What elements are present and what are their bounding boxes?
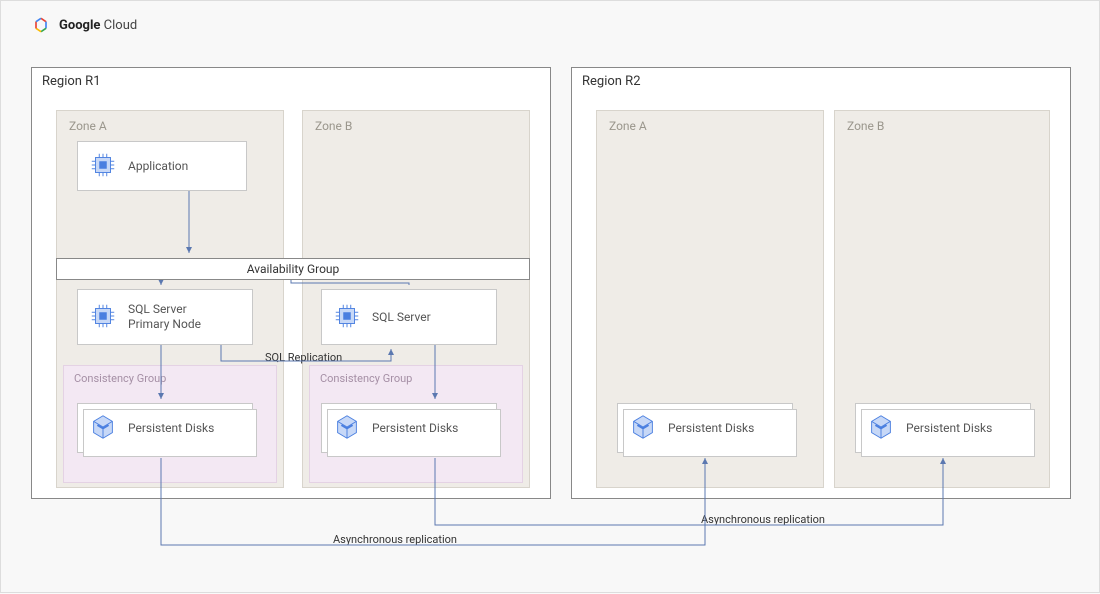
node-application-label: Application bbox=[128, 159, 188, 174]
node-pd-r1b: Persistent Disks bbox=[321, 403, 497, 453]
node-sql-secondary-label: SQL Server bbox=[372, 310, 431, 325]
region-r1-label: Region R1 bbox=[42, 74, 101, 89]
node-sql-secondary: SQL Server bbox=[321, 289, 497, 345]
google-cloud-logo-icon bbox=[31, 15, 51, 35]
compute-icon bbox=[88, 150, 118, 183]
disk-icon bbox=[628, 412, 658, 445]
region-r2-label: Region R2 bbox=[582, 74, 641, 89]
node-pd-r1a-label: Persistent Disks bbox=[128, 421, 214, 436]
node-pd-r1a: Persistent Disks bbox=[77, 403, 253, 453]
availability-group-label: Availability Group bbox=[247, 262, 340, 276]
diagram-canvas: Google Cloud Region R1 Zone A Consistenc… bbox=[0, 0, 1100, 593]
node-pd-r2b: Persistent Disks bbox=[855, 403, 1031, 453]
zone-r2a-label: Zone A bbox=[609, 119, 647, 133]
node-pd-r2a: Persistent Disks bbox=[617, 403, 793, 453]
disk-icon bbox=[866, 412, 896, 445]
node-sql-primary-label: SQL Server Primary Node bbox=[128, 302, 201, 332]
compute-icon bbox=[332, 301, 362, 334]
node-application: Application bbox=[77, 141, 247, 191]
compute-icon bbox=[88, 301, 118, 334]
edge-async1-label: Asynchronous replication bbox=[333, 533, 457, 546]
header: Google Cloud bbox=[31, 15, 137, 35]
zone-r1b-label: Zone B bbox=[315, 119, 352, 133]
zone-r2b-label: Zone B bbox=[847, 119, 884, 133]
brand-bold: Google bbox=[59, 18, 100, 33]
brand-light: Cloud bbox=[104, 18, 138, 33]
node-sql-primary: SQL Server Primary Node bbox=[77, 289, 253, 345]
disk-icon bbox=[332, 412, 362, 445]
node-pd-r2b-label: Persistent Disks bbox=[906, 421, 992, 436]
availability-group-bar: Availability Group bbox=[56, 258, 530, 280]
edge-sql-replication-label: SQL Replication bbox=[265, 351, 342, 364]
cg-r1b-label: Consistency Group bbox=[320, 372, 412, 385]
disk-icon bbox=[88, 412, 118, 445]
node-pd-r2a-label: Persistent Disks bbox=[668, 421, 754, 436]
edge-async2-label: Asynchronous replication bbox=[701, 513, 825, 526]
cg-r1a-label: Consistency Group bbox=[74, 372, 166, 385]
brand-text: Google Cloud bbox=[59, 18, 137, 33]
node-pd-r1b-label: Persistent Disks bbox=[372, 421, 458, 436]
zone-r1a-label: Zone A bbox=[69, 119, 107, 133]
